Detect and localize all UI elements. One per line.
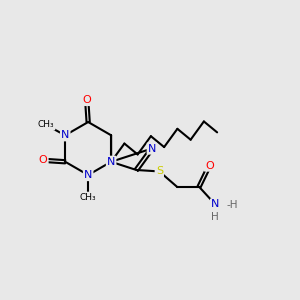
Text: H: H: [212, 212, 219, 222]
Text: N: N: [84, 170, 92, 180]
Text: N: N: [61, 130, 69, 140]
Text: O: O: [39, 155, 47, 165]
Text: CH₃: CH₃: [38, 121, 54, 130]
Text: -H: -H: [226, 200, 238, 210]
Text: N: N: [148, 143, 156, 154]
Text: O: O: [205, 160, 214, 171]
Text: O: O: [82, 95, 91, 105]
Text: CH₃: CH₃: [80, 193, 97, 202]
Text: S: S: [156, 167, 163, 176]
Text: N: N: [211, 200, 220, 209]
Text: N: N: [107, 157, 115, 167]
